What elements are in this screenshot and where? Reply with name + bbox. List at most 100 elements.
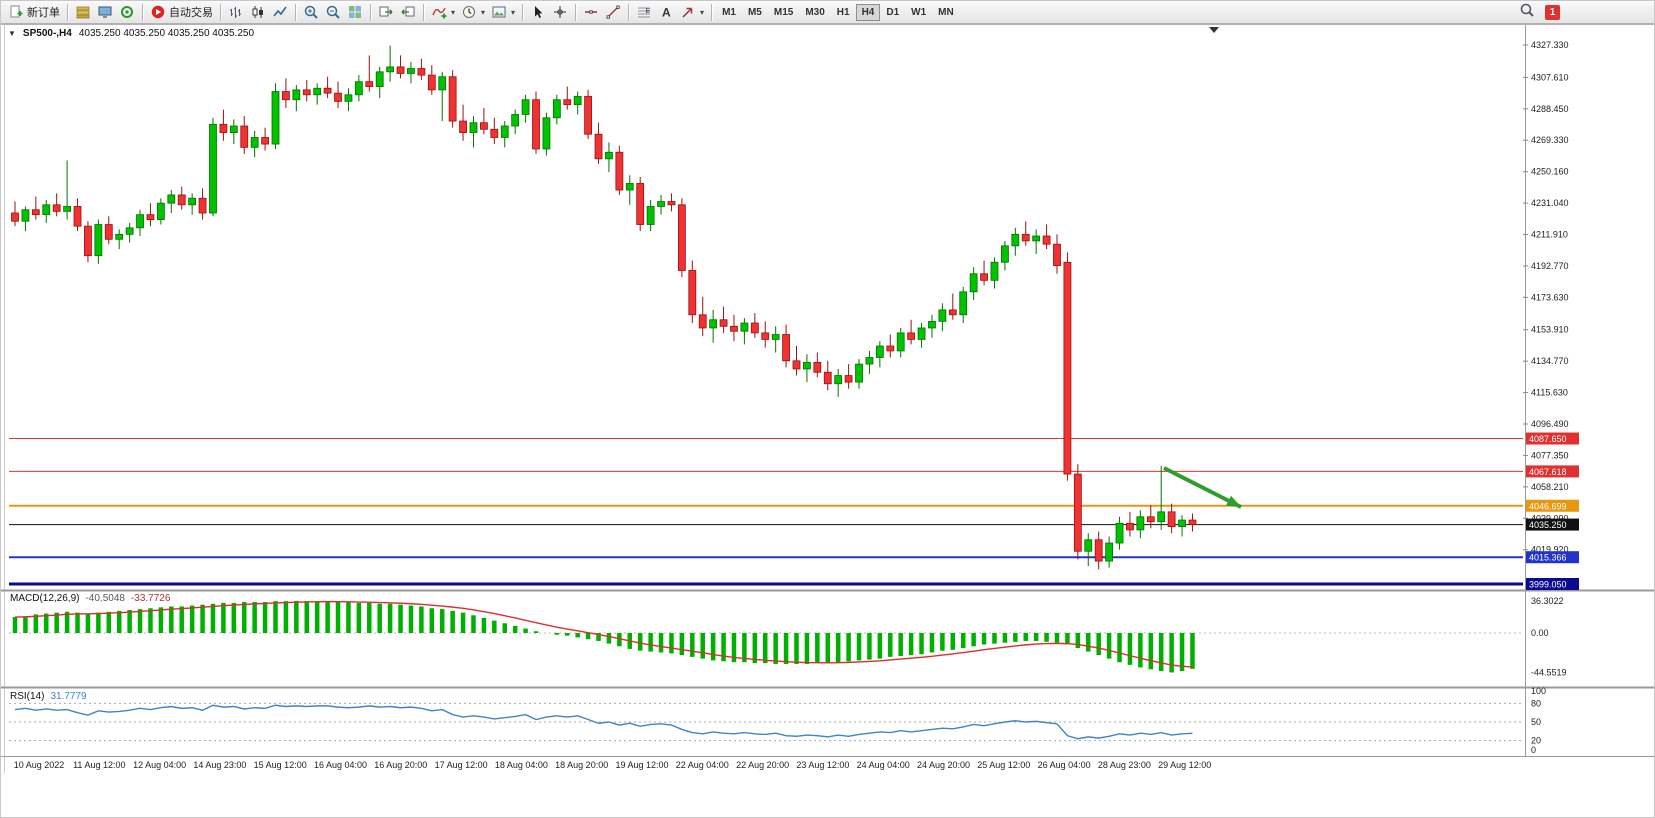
toolbar-separator — [522, 3, 524, 21]
rsi-label: RSI(14) 31.7779 — [10, 691, 87, 702]
cursor-button[interactable] — [527, 2, 549, 22]
svg-text:4058.210: 4058.210 — [1531, 482, 1569, 492]
periods-button[interactable]: ▾ — [458, 2, 488, 22]
bar-chart-button[interactable] — [225, 2, 247, 22]
timeframe-m15-button[interactable]: M15 — [773, 6, 794, 18]
text-button[interactable]: A — [655, 2, 677, 22]
svg-text:15 Aug 12:00: 15 Aug 12:00 — [254, 760, 307, 770]
price-badges: 4087.650 4067.618 4046.699 4015.366 3999.050… — [1526, 432, 1579, 590]
signal-icon — [119, 4, 135, 20]
time-axis-area[interactable] — [1, 757, 1655, 775]
timeframe-h4-button[interactable]: H4 — [855, 3, 881, 21]
svg-text:4153.910: 4153.910 — [1531, 325, 1569, 335]
macd-name: MACD(12,26,9) — [10, 593, 80, 604]
dropdown-arrow-icon[interactable]: ▾ — [481, 7, 486, 17]
auto-scroll-button[interactable] — [375, 2, 397, 22]
chart-end-marker-icon[interactable] — [1209, 27, 1219, 33]
svg-text:28 Aug 23:00: 28 Aug 23:00 — [1098, 760, 1151, 770]
svg-text:24 Aug 04:00: 24 Aug 04:00 — [857, 760, 910, 770]
template-icon — [491, 4, 507, 20]
toolbar-separator — [423, 3, 424, 21]
svg-text:50: 50 — [1531, 717, 1541, 727]
svg-text:4211.910: 4211.910 — [1531, 230, 1568, 240]
textA-icon: A — [658, 4, 674, 20]
toolbar-separator — [370, 3, 371, 21]
line-chart-button[interactable] — [269, 2, 291, 22]
svg-text:12 Aug 04:00: 12 Aug 04:00 — [133, 760, 186, 770]
svg-text:4115.630: 4115.630 — [1531, 388, 1568, 398]
toolbar-separator — [575, 3, 577, 21]
timeframe-w1-button[interactable]: W1 — [911, 6, 927, 18]
svg-text:23 Aug 12:00: 23 Aug 12:00 — [796, 760, 849, 770]
crosshair-button[interactable] — [549, 2, 571, 22]
navigator-button[interactable] — [116, 2, 138, 22]
notification-badge[interactable]: 1 — [1545, 4, 1560, 20]
hline-icon — [583, 4, 599, 20]
svg-text:4067.618: 4067.618 — [1529, 467, 1567, 477]
templates-button[interactable]: ▾ — [488, 2, 518, 22]
svg-text:80: 80 — [1531, 698, 1541, 708]
autotrading-button[interactable]: 自动交易 — [147, 2, 216, 22]
svg-text:20: 20 — [1531, 736, 1541, 746]
zoom-out-button[interactable] — [322, 2, 344, 22]
rsi-value: 31.7779 — [50, 691, 87, 702]
chart-shift-button[interactable] — [397, 2, 419, 22]
timeframe-m1-button[interactable]: M1 — [722, 6, 736, 18]
indicators-button[interactable]: ▾ — [428, 2, 458, 22]
linechart-icon — [272, 4, 288, 20]
arrow-annotation[interactable] — [1163, 466, 1242, 509]
date-axis-labels: 10 Aug 2022 11 Aug 12:00 12 Aug 04:00 14 Au… — [14, 760, 1212, 770]
zoom-in-button[interactable] — [300, 2, 322, 22]
new-order-button[interactable]: 新订单 — [5, 2, 63, 22]
svg-text:E: E — [646, 8, 651, 15]
candles — [11, 45, 1197, 570]
svg-text:10 Aug 2022: 10 Aug 2022 — [14, 760, 65, 770]
dropdown-arrow-icon[interactable]: ▾ — [700, 7, 705, 17]
timeframe-m30-button[interactable]: M30 — [805, 6, 825, 18]
dropdown-arrow-icon[interactable]: ▾ — [511, 7, 516, 17]
macd-value: -40.5048 — [85, 593, 125, 604]
timeframe-toolbar: M1 M5 M15 M30 H1 H4 D1 W1 MN — [716, 3, 960, 21]
macd-signal-value: -33.7726 — [130, 593, 171, 604]
svg-text:A: A — [662, 6, 671, 20]
clock-icon — [461, 4, 477, 20]
svg-text:4192.770: 4192.770 — [1531, 261, 1569, 271]
timeframe-mn-button[interactable]: MN — [938, 6, 954, 18]
svg-text:4039.090: 4039.090 — [1531, 513, 1569, 523]
price-axis-labels: 4327.330 4307.610 4288.450 4269.330 4250.160… — [1523, 40, 1569, 555]
horizontal-line-objects[interactable] — [9, 438, 1523, 586]
svg-text:4046.699: 4046.699 — [1529, 501, 1567, 511]
svg-text:18 Aug 04:00: 18 Aug 04:00 — [495, 760, 548, 770]
rsi-line — [14, 704, 1193, 740]
toolbar-right-group: 1 — [1519, 2, 1560, 23]
arrows-button[interactable]: ▾ — [677, 2, 707, 22]
timeframe-m5-button[interactable]: M5 — [747, 6, 762, 18]
timeframe-h1-button[interactable]: H1 — [836, 6, 850, 18]
svg-text:22 Aug 04:00: 22 Aug 04:00 — [676, 760, 729, 770]
chartleft-icon — [400, 4, 416, 20]
chart-plot-area[interactable] — [9, 25, 1523, 590]
collapse-icon[interactable]: ▼ — [8, 29, 16, 38]
svg-text:4327.330: 4327.330 — [1531, 40, 1569, 50]
dropdown-arrow-icon[interactable]: ▾ — [451, 7, 456, 17]
chart-ohlc: 4035.250 4035.250 4035.250 4035.250 — [78, 28, 255, 39]
fibonacci-button[interactable]: E — [633, 2, 655, 22]
price-axis-area[interactable] — [1525, 25, 1655, 756]
svg-text:4250.160: 4250.160 — [1531, 167, 1569, 177]
svg-text:100: 100 — [1531, 686, 1546, 696]
doc-icon — [8, 4, 24, 20]
svg-text:4307.610: 4307.610 — [1531, 72, 1569, 82]
tile-windows-button[interactable] — [344, 2, 366, 22]
market-watch-button[interactable] — [72, 2, 94, 22]
candlestick-chart-button[interactable] — [247, 2, 269, 22]
chart-header: ▼ SP500-,H4 4035.250 4035.250 4035.250 4… — [8, 28, 254, 39]
svg-text:18 Aug 20:00: 18 Aug 20:00 — [555, 760, 608, 770]
trendline-button[interactable] — [602, 2, 624, 22]
svg-text:0.00: 0.00 — [1531, 628, 1549, 638]
playred-icon — [150, 4, 166, 20]
horizontal-line-button[interactable] — [580, 2, 602, 22]
search-button[interactable] — [1519, 2, 1535, 23]
timeframe-d1-button[interactable]: D1 — [886, 6, 900, 18]
toolbar-groups: 新订单 自动交易 ▾ ▾ ▾ E A ▾ — [5, 2, 707, 22]
data-window-button[interactable] — [94, 2, 116, 22]
